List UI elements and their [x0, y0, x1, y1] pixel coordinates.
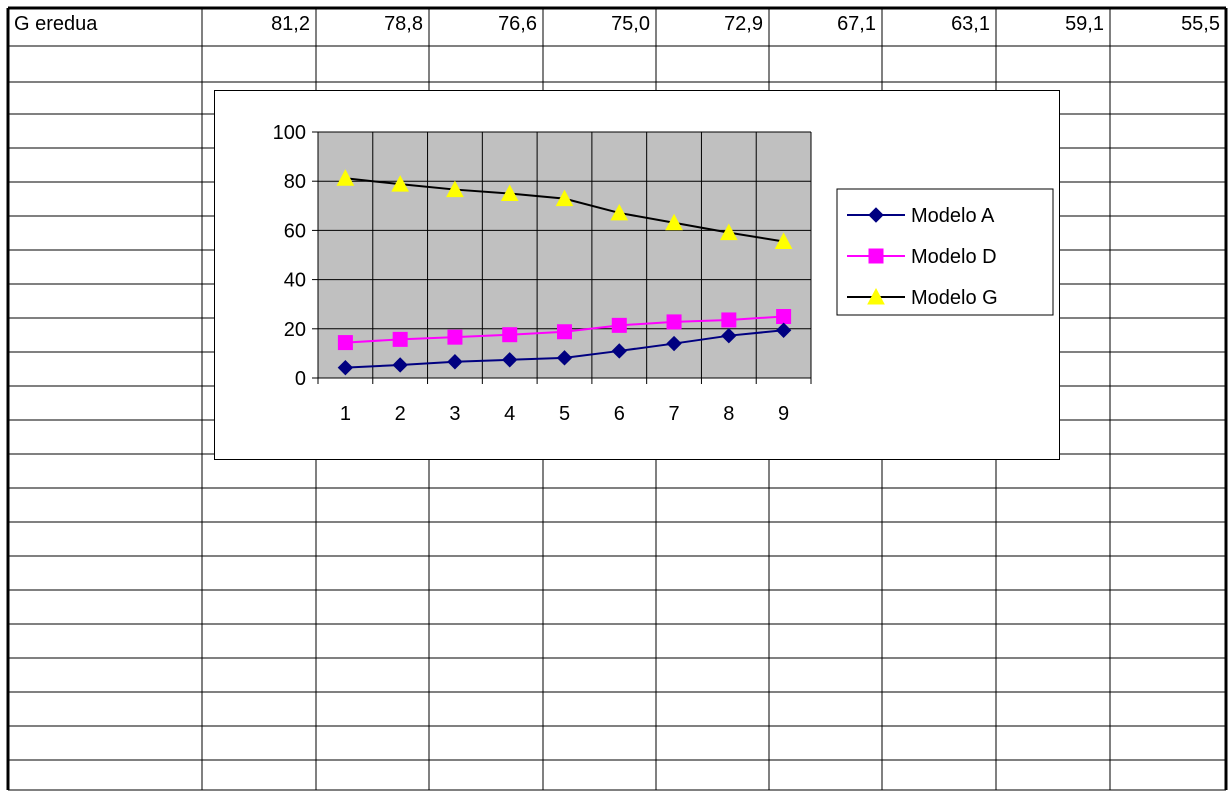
row-value-cell: 75,0 [611, 13, 650, 35]
data-point-marker [666, 314, 682, 330]
data-point-marker [721, 327, 737, 344]
y-tick-label: 0 [295, 368, 306, 390]
row-value-cell: 67,1 [837, 13, 876, 35]
legend-entry: Modelo D [847, 246, 997, 268]
row-value-cell: 55,5 [1181, 13, 1220, 35]
legend-marker [867, 287, 885, 305]
data-point-marker [611, 317, 627, 333]
data-point-marker [557, 324, 572, 340]
row-value-cell: 59,1 [1065, 13, 1104, 35]
y-tick-label: 40 [284, 270, 306, 292]
x-axis-tick-labels: 1 2 3 4 5 6 7 8 9 [340, 403, 789, 425]
legend-entry: Modelo A [847, 205, 995, 227]
y-tick-label: 100 [273, 122, 306, 144]
legend-label: Modelo G [911, 287, 998, 309]
row-value-cell: 81,2 [271, 13, 310, 35]
x-tick-label: 5 [559, 403, 570, 425]
x-tick-label: 8 [723, 403, 734, 425]
data-point-marker [556, 350, 573, 366]
y-tick-label: 60 [284, 220, 306, 242]
data-point-marker [392, 331, 408, 347]
x-tick-label: 6 [614, 403, 625, 425]
y-axis-tick-labels: 0 20 40 60 80 100 [273, 122, 306, 390]
data-point-marker [391, 175, 410, 192]
x-tick-label: 1 [340, 403, 351, 425]
x-tick-label: 9 [778, 403, 789, 425]
data-point-marker [502, 327, 518, 343]
data-point-marker [337, 335, 353, 351]
x-tick-label: 2 [395, 403, 406, 425]
row-value-cell: 63,1 [951, 13, 990, 35]
series-modelo-g [336, 169, 793, 249]
row-value-cell: 72,9 [724, 13, 763, 35]
data-point-marker [721, 312, 737, 328]
data-point-marker [775, 322, 792, 338]
y-tick-label: 80 [284, 171, 306, 193]
row-value-cells: 81,2 78,8 76,6 75,0 72,9 67,1 63,1 59,1 55,5 [271, 13, 1220, 35]
legend-marker [868, 248, 884, 264]
legend-label: Modelo D [911, 246, 997, 268]
data-point-marker [666, 335, 682, 352]
legend-marker [868, 207, 884, 223]
data-point-marker [776, 309, 792, 324]
data-point-marker [665, 213, 683, 231]
data-point-marker [446, 180, 464, 198]
data-point-marker [392, 357, 408, 373]
series-modelo-a [337, 322, 792, 376]
data-point-marker [611, 343, 627, 359]
row-value-cell: 76,6 [498, 13, 537, 35]
y-tick-label: 20 [284, 319, 306, 341]
row-label-cell: G eredua [14, 13, 98, 35]
data-point-marker [500, 184, 519, 201]
legend-entry: Modelo G [847, 287, 998, 309]
row-value-cell: 78,8 [384, 13, 423, 35]
data-point-marker [720, 223, 738, 241]
x-tick-label: 7 [668, 403, 679, 425]
x-tick-label: 3 [449, 403, 460, 425]
data-point-marker [447, 329, 463, 345]
data-point-marker [555, 189, 574, 207]
legend-label: Modelo A [911, 205, 995, 227]
data-point-marker [337, 359, 354, 376]
chart-series [336, 169, 793, 376]
chart-legend: Modelo A Modelo D Modelo G [836, 188, 1054, 316]
x-tick-label: 4 [504, 403, 515, 425]
plot-area [318, 132, 811, 378]
data-point-marker [774, 232, 793, 249]
data-point-marker [502, 352, 518, 368]
chart-axes [312, 131, 812, 384]
data-point-marker [447, 354, 463, 370]
data-point-marker [610, 203, 629, 221]
data-point-marker [336, 169, 355, 186]
